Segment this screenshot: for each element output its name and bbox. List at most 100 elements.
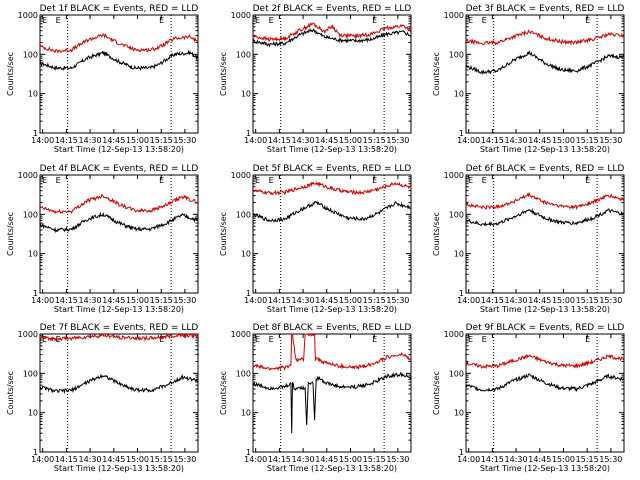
- y-tick-label: 1: [33, 289, 38, 298]
- x-tick-label: 15:00: [339, 296, 362, 305]
- series-line-lld: [39, 33, 199, 54]
- plot-frame: [465, 14, 625, 134]
- x-tick-label: 14:45: [315, 455, 338, 464]
- series-line-lld: [466, 353, 625, 370]
- y-tick-label: 1000: [231, 171, 251, 180]
- series-line-events: [252, 371, 412, 434]
- x-tick-label: 14:45: [102, 455, 125, 464]
- x-tick-label: 15:00: [126, 455, 149, 464]
- y-axis-label: Counts/sec: [432, 52, 441, 96]
- x-tick-label: 14:30: [292, 136, 315, 145]
- chart-panel-1: Det 1f BLACK = Events, RED = LLD Counts/s…: [6, 4, 199, 154]
- series-line-events: [40, 211, 199, 234]
- marker-label: E: [255, 335, 260, 344]
- marker-label: E: [468, 16, 473, 25]
- x-tick-label: 14:00: [457, 136, 480, 145]
- x-tick-label: 15:00: [552, 296, 575, 305]
- x-tick-label: 15:30: [386, 296, 409, 305]
- chart-panel-3: Det 3f BLACK = Events, RED = LLD Counts/s…: [432, 4, 625, 154]
- x-tick-label: 14:15: [55, 455, 78, 464]
- x-tick-label: 14:00: [31, 296, 54, 305]
- y-tick-label: 1000: [444, 171, 464, 180]
- x-tick-label: 15:30: [173, 136, 196, 145]
- x-tick-label: 14:30: [505, 455, 528, 464]
- x-tick-label: 14:30: [292, 455, 315, 464]
- y-tick-label: 100: [449, 50, 464, 59]
- y-tick-label: 10: [28, 409, 38, 418]
- y-axis-label: Counts/sec: [219, 52, 228, 96]
- chart-panel-7: Det 7f BLACK = Events, RED = LLD Counts/s…: [6, 323, 199, 473]
- marker-label: E: [269, 335, 274, 344]
- y-axis-label: Counts/sec: [6, 52, 15, 96]
- y-tick-label: 1: [246, 129, 251, 138]
- x-tick-label: 15:15: [363, 455, 386, 464]
- x-tick-label: 14:00: [244, 455, 267, 464]
- y-tick-label: 10: [241, 90, 251, 99]
- x-tick-label: 14:00: [244, 136, 267, 145]
- marker-label: E: [372, 176, 377, 185]
- y-axis-label: Counts/sec: [432, 371, 441, 415]
- chart-title: Det 1f BLACK = Events, RED = LLD: [40, 4, 199, 14]
- x-tick-label: 15:30: [599, 136, 622, 145]
- x-tick-label: 15:00: [126, 136, 149, 145]
- marker-label: E: [42, 176, 47, 185]
- y-tick-label: 1: [459, 129, 464, 138]
- series-line-lld: [39, 333, 199, 343]
- series-line-lld: [252, 21, 412, 43]
- marker-label: E: [372, 335, 377, 344]
- x-tick-label: 14:30: [79, 296, 102, 305]
- y-tick-label: 1: [459, 448, 464, 457]
- chart-title: Det 8f BLACK = Events, RED = LLD: [253, 323, 412, 333]
- x-tick-label: 14:15: [481, 455, 504, 464]
- plot-frame: [252, 174, 412, 294]
- y-tick-label: 100: [23, 50, 38, 59]
- marker-label: E: [269, 176, 274, 185]
- chart-panel-9: Det 9f BLACK = Events, RED = LLD Counts/s…: [432, 323, 625, 473]
- y-tick-label: 10: [241, 250, 251, 259]
- marker-label: E: [585, 176, 590, 185]
- marker-label: E: [159, 176, 164, 185]
- marker-label: E: [372, 16, 377, 25]
- y-tick-label: 10: [28, 90, 38, 99]
- y-tick-label: 100: [236, 210, 251, 219]
- x-tick-label: 14:00: [244, 296, 267, 305]
- marker-label: E: [585, 335, 590, 344]
- series-line-events: [465, 373, 625, 392]
- x-axis-label: Start Time (12-Sep-13 13:58:20): [267, 464, 397, 473]
- x-axis-label: Start Time (12-Sep-13 13:58:20): [480, 145, 610, 154]
- y-tick-label: 1000: [18, 330, 38, 339]
- chart-panel-2: Det 2f BLACK = Events, RED = LLD Counts/s…: [219, 4, 412, 154]
- series-line-lld: [465, 191, 625, 211]
- series-line-events: [39, 49, 199, 72]
- x-axis-label: Start Time (12-Sep-13 13:58:20): [54, 464, 184, 473]
- x-tick-label: 14:30: [79, 455, 102, 464]
- y-tick-label: 1000: [18, 171, 38, 180]
- x-tick-label: 14:15: [481, 296, 504, 305]
- plot-frame: [39, 333, 199, 453]
- y-tick-label: 100: [23, 369, 38, 378]
- series-line-events: [39, 373, 199, 395]
- y-tick-label: 100: [236, 50, 251, 59]
- x-axis-label: Start Time (12-Sep-13 13:58:20): [267, 305, 397, 314]
- x-tick-label: 14:00: [31, 455, 54, 464]
- marker-label: E: [482, 335, 487, 344]
- x-tick-label: 15:00: [552, 136, 575, 145]
- x-axis-label: Start Time (12-Sep-13 13:58:20): [54, 145, 184, 154]
- marker-label: E: [255, 176, 260, 185]
- y-tick-label: 1: [246, 289, 251, 298]
- marker-label: E: [585, 16, 590, 25]
- x-axis-label: Start Time (12-Sep-13 13:58:20): [54, 305, 184, 314]
- marker-label: E: [159, 335, 164, 344]
- x-tick-label: 15:15: [576, 296, 599, 305]
- series-line-events: [252, 200, 412, 223]
- x-tick-label: 14:00: [457, 455, 480, 464]
- y-tick-label: 1: [33, 448, 38, 457]
- x-tick-label: 15:30: [599, 455, 622, 464]
- y-tick-label: 10: [241, 409, 251, 418]
- x-tick-label: 14:30: [292, 296, 315, 305]
- series-line-events: [465, 207, 625, 227]
- marker-label: E: [468, 176, 473, 185]
- y-tick-label: 1000: [444, 330, 464, 339]
- x-tick-label: 15:30: [386, 136, 409, 145]
